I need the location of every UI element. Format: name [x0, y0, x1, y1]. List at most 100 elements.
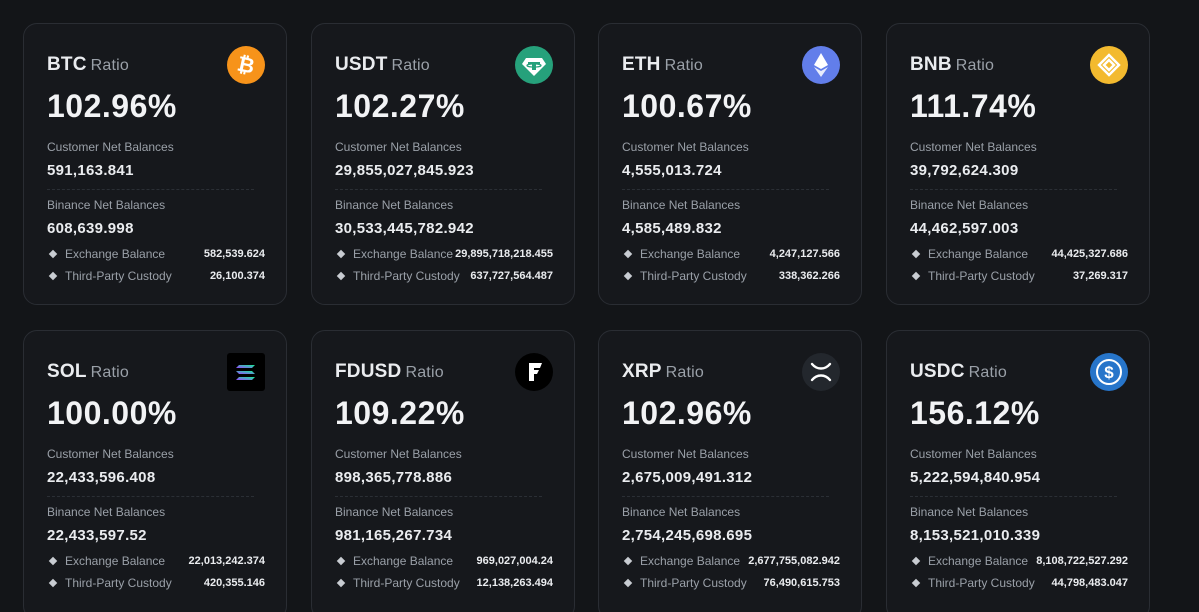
- ratio-suffix: Ratio: [664, 57, 703, 74]
- reserve-ratio: 102.27%: [335, 88, 465, 124]
- customer-net-balances-label: Customer Net Balances: [622, 447, 749, 461]
- reserve-card-sol: SOL Ratio 100.00% Customer Net Balances 2…: [23, 330, 287, 612]
- reserve-ratio: 109.22%: [335, 395, 465, 431]
- exchange-balance-value: 22,013,242.374: [188, 555, 265, 567]
- customer-net-balances-value: 29,855,027,845.923: [335, 162, 474, 179]
- coin-symbol: BTC: [47, 54, 87, 75]
- divider: [335, 496, 542, 497]
- binance-net-balances-label: Binance Net Balances: [335, 198, 454, 212]
- ratio-suffix: Ratio: [405, 364, 444, 381]
- third-party-custody-value: 37,269.317: [1072, 270, 1128, 282]
- reserve-ratio: 102.96%: [47, 88, 177, 124]
- third-party-custody-row: Third-Party Custody 338,362.266: [622, 269, 840, 283]
- exchange-balance-row: Exchange Balance 8,108,722,527.292: [910, 554, 1128, 568]
- card-header: SOL Ratio: [47, 361, 129, 383]
- exchange-balance-label: Exchange Balance: [640, 554, 741, 568]
- customer-net-balances-value: 591,163.841: [47, 162, 134, 179]
- card-header: FDUSD Ratio: [335, 361, 444, 383]
- exchange-balance-label: Exchange Balance: [65, 554, 166, 568]
- card-header: ETH Ratio: [622, 54, 703, 76]
- exchange-balance-value: 582,539.624: [203, 248, 265, 260]
- third-party-custody-label: Third-Party Custody: [928, 269, 1035, 283]
- third-party-custody-label: Third-Party Custody: [640, 269, 747, 283]
- exchange-balance-label: Exchange Balance: [640, 247, 741, 261]
- reserve-card-fdusd: FDUSD Ratio 109.22% Customer Net Balances…: [311, 330, 575, 612]
- third-party-custody-label: Third-Party Custody: [65, 269, 172, 283]
- binance-net-balances-value: 4,585,489.832: [622, 220, 722, 237]
- ratio-suffix: Ratio: [90, 364, 130, 381]
- svg-text:₿: ₿: [235, 52, 257, 78]
- coin-symbol: BNB: [910, 54, 952, 75]
- exchange-balance-row: Exchange Balance 44,425,327.686: [910, 247, 1128, 261]
- third-party-custody-row: Third-Party Custody 637,727,564.487: [335, 269, 553, 283]
- third-party-custody-value: 338,362.266: [778, 270, 840, 282]
- exchange-balance-label: Exchange Balance: [353, 247, 454, 261]
- bullet-icon: [336, 578, 346, 588]
- binance-net-balances-value: 8,153,521,010.339: [910, 527, 1041, 544]
- binance-net-balances-value: 44,462,597.003: [910, 220, 1019, 237]
- third-party-custody-label: Third-Party Custody: [65, 576, 172, 590]
- bullet-icon: [911, 578, 921, 588]
- customer-net-balances-label: Customer Net Balances: [335, 140, 462, 154]
- binance-net-balances-label: Binance Net Balances: [47, 505, 166, 519]
- reserve-ratio: 100.00%: [47, 395, 177, 431]
- exchange-balance-value: 969,027,004.24: [476, 555, 553, 567]
- third-party-custody-row: Third-Party Custody 44,798,483.047: [910, 576, 1128, 590]
- binance-net-balances-label: Binance Net Balances: [335, 505, 454, 519]
- customer-net-balances-label: Customer Net Balances: [910, 140, 1037, 154]
- customer-net-balances-value: 4,555,013.724: [622, 162, 722, 179]
- exchange-balance-value: 29,895,718,218.455: [455, 248, 553, 260]
- binance-net-balances-value: 608,639.998: [47, 220, 134, 237]
- third-party-custody-value: 420,355.146: [203, 577, 265, 589]
- bullet-icon: [48, 271, 58, 281]
- customer-net-balances-value: 5,222,594,840.954: [910, 469, 1041, 486]
- ratio-suffix: Ratio: [391, 57, 430, 74]
- usdc-icon: $: [1090, 353, 1128, 391]
- binance-net-balances-value: 2,754,245,698.695: [622, 527, 753, 544]
- third-party-custody-row: Third-Party Custody 76,490,615.753: [622, 576, 840, 590]
- binance-net-balances-label: Binance Net Balances: [47, 198, 166, 212]
- third-party-custody-row: Third-Party Custody 37,269.317: [910, 269, 1128, 283]
- coin-symbol: XRP: [622, 361, 662, 382]
- card-header: BNB Ratio: [910, 54, 994, 76]
- third-party-custody-label: Third-Party Custody: [353, 576, 460, 590]
- third-party-custody-label: Third-Party Custody: [928, 576, 1035, 590]
- third-party-custody-label: Third-Party Custody: [640, 576, 747, 590]
- divider: [622, 189, 829, 190]
- exchange-balance-label: Exchange Balance: [928, 554, 1029, 568]
- ratio-suffix: Ratio: [90, 57, 130, 74]
- reserve-card-usdc: USDC Ratio $ 156.12% Customer Net Balance…: [886, 330, 1150, 612]
- reserve-ratio: 102.96%: [622, 395, 752, 431]
- bullet-icon: [48, 249, 58, 259]
- third-party-custody-value: 26,100.374: [209, 270, 265, 282]
- fdusd-icon: [515, 353, 553, 391]
- card-header: XRP Ratio: [622, 361, 704, 383]
- reserve-ratio: 100.67%: [622, 88, 752, 124]
- coin-symbol: FDUSD: [335, 361, 402, 382]
- ratio-suffix: Ratio: [955, 57, 995, 74]
- binance-net-balances-value: 981,165,267.734: [335, 527, 453, 544]
- binance-net-balances-label: Binance Net Balances: [622, 505, 741, 519]
- bullet-icon: [336, 556, 346, 566]
- exchange-balance-row: Exchange Balance 29,895,718,218.455: [335, 247, 553, 261]
- customer-net-balances-label: Customer Net Balances: [910, 447, 1037, 461]
- coin-symbol: ETH: [622, 54, 661, 75]
- customer-net-balances-label: Customer Net Balances: [622, 140, 749, 154]
- reserve-card-btc: BTC Ratio ₿ 102.96% Customer Net Balances…: [23, 23, 287, 305]
- exchange-balance-value: 8,108,722,527.292: [1036, 555, 1128, 567]
- svg-text:$: $: [1104, 363, 1114, 382]
- divider: [622, 496, 829, 497]
- binance-net-balances-value: 30,533,445,782.942: [335, 220, 474, 237]
- divider: [910, 189, 1117, 190]
- reserve-card-bnb: BNB Ratio 111.74% Customer Net Balances 3…: [886, 23, 1150, 305]
- exchange-balance-value: 44,425,327.686: [1051, 248, 1128, 260]
- exchange-balance-value: 4,247,127.566: [769, 248, 840, 260]
- bnb-icon: [1090, 46, 1128, 84]
- customer-net-balances-value: 39,792,624.309: [910, 162, 1019, 179]
- usdt-icon: [515, 46, 553, 84]
- bullet-icon: [911, 271, 921, 281]
- bullet-icon: [623, 556, 633, 566]
- third-party-custody-value: 12,138,263.494: [476, 577, 553, 589]
- binance-net-balances-value: 22,433,597.52: [47, 527, 147, 544]
